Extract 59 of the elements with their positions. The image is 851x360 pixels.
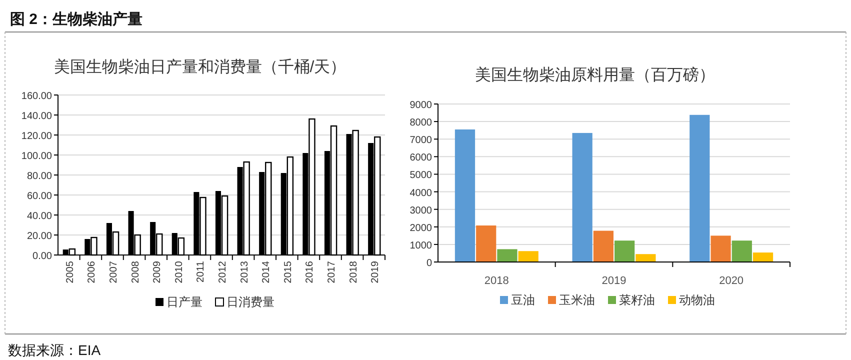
- x-tick-label: 2007: [108, 260, 120, 284]
- x-tick-label: 2013: [239, 260, 250, 284]
- bar: [593, 230, 614, 262]
- y-tick-label: 6000: [410, 152, 432, 164]
- y-tick-label: 160.00: [21, 91, 52, 102]
- x-tick-label: 2008: [130, 260, 142, 284]
- bar: [636, 254, 656, 262]
- y-tick-label: 100.00: [21, 151, 52, 162]
- y-tick-label: 20.00: [26, 231, 52, 242]
- y-tick-label: 5000: [410, 170, 432, 182]
- y-tick-label: 0.00: [32, 251, 52, 262]
- x-tick-label: 2014: [261, 260, 272, 284]
- bar: [614, 240, 635, 262]
- x-tick-label: 2010: [174, 260, 185, 284]
- y-tick-label: 40.00: [26, 211, 52, 222]
- x-tick-label: 2015: [282, 260, 294, 284]
- x-tick-label: 2012: [218, 260, 228, 284]
- bar: [454, 129, 476, 262]
- legend-label: 日消费量: [226, 295, 274, 309]
- bar: [572, 132, 592, 262]
- x-tick-label: 2017: [326, 260, 338, 284]
- chart-title: 美国生物柴油原料用量（百万磅）: [475, 66, 715, 84]
- legend-label: 菜籽油: [619, 293, 655, 307]
- bar: [710, 236, 731, 262]
- x-tick-label: 2005: [64, 260, 76, 284]
- chart-title: 美国生物柴油日产量和消费量（千桶/天）: [54, 58, 346, 76]
- legend-label: 玉米油: [559, 293, 595, 307]
- bar: [518, 251, 538, 262]
- y-tick-label: 80.00: [26, 171, 52, 182]
- caption: 图 2：生物柴油产量: [10, 11, 143, 28]
- y-tick-label: 0: [426, 258, 432, 269]
- bar: [690, 114, 710, 262]
- y-tick-label: 7000: [410, 135, 432, 146]
- bar: [752, 252, 774, 262]
- y-tick-label: 8000: [410, 118, 432, 129]
- y-tick-label: 140.00: [21, 111, 52, 122]
- bar: [732, 240, 752, 262]
- legend-label: 豆油: [511, 293, 535, 307]
- bar: [476, 225, 496, 262]
- x-tick-label: 2020: [719, 275, 744, 287]
- source-note: 数据来源：EIA: [8, 342, 102, 358]
- y-tick-label: 60.00: [26, 191, 52, 202]
- bar: [497, 249, 518, 262]
- legend-label: 日产量: [166, 295, 202, 309]
- legend-label: 动物油: [679, 293, 715, 307]
- x-tick-label: 2006: [86, 260, 98, 284]
- x-tick-label: 2018: [484, 275, 509, 287]
- y-tick-label: 2000: [410, 222, 432, 234]
- x-tick-label: 2019: [370, 260, 382, 284]
- x-tick-label: 2019: [602, 275, 626, 287]
- y-tick-label: 3000: [410, 205, 432, 216]
- x-tick-label: 2016: [304, 260, 316, 284]
- y-tick-label: 9000: [410, 100, 432, 111]
- x-tick-label: 2011: [196, 260, 207, 283]
- y-tick-label: 4000: [410, 188, 432, 199]
- y-tick-label: 1000: [410, 240, 432, 252]
- y-tick-label: 120.00: [21, 131, 52, 142]
- x-tick-label: 2009: [152, 260, 164, 284]
- x-tick-label: 2018: [348, 260, 360, 284]
